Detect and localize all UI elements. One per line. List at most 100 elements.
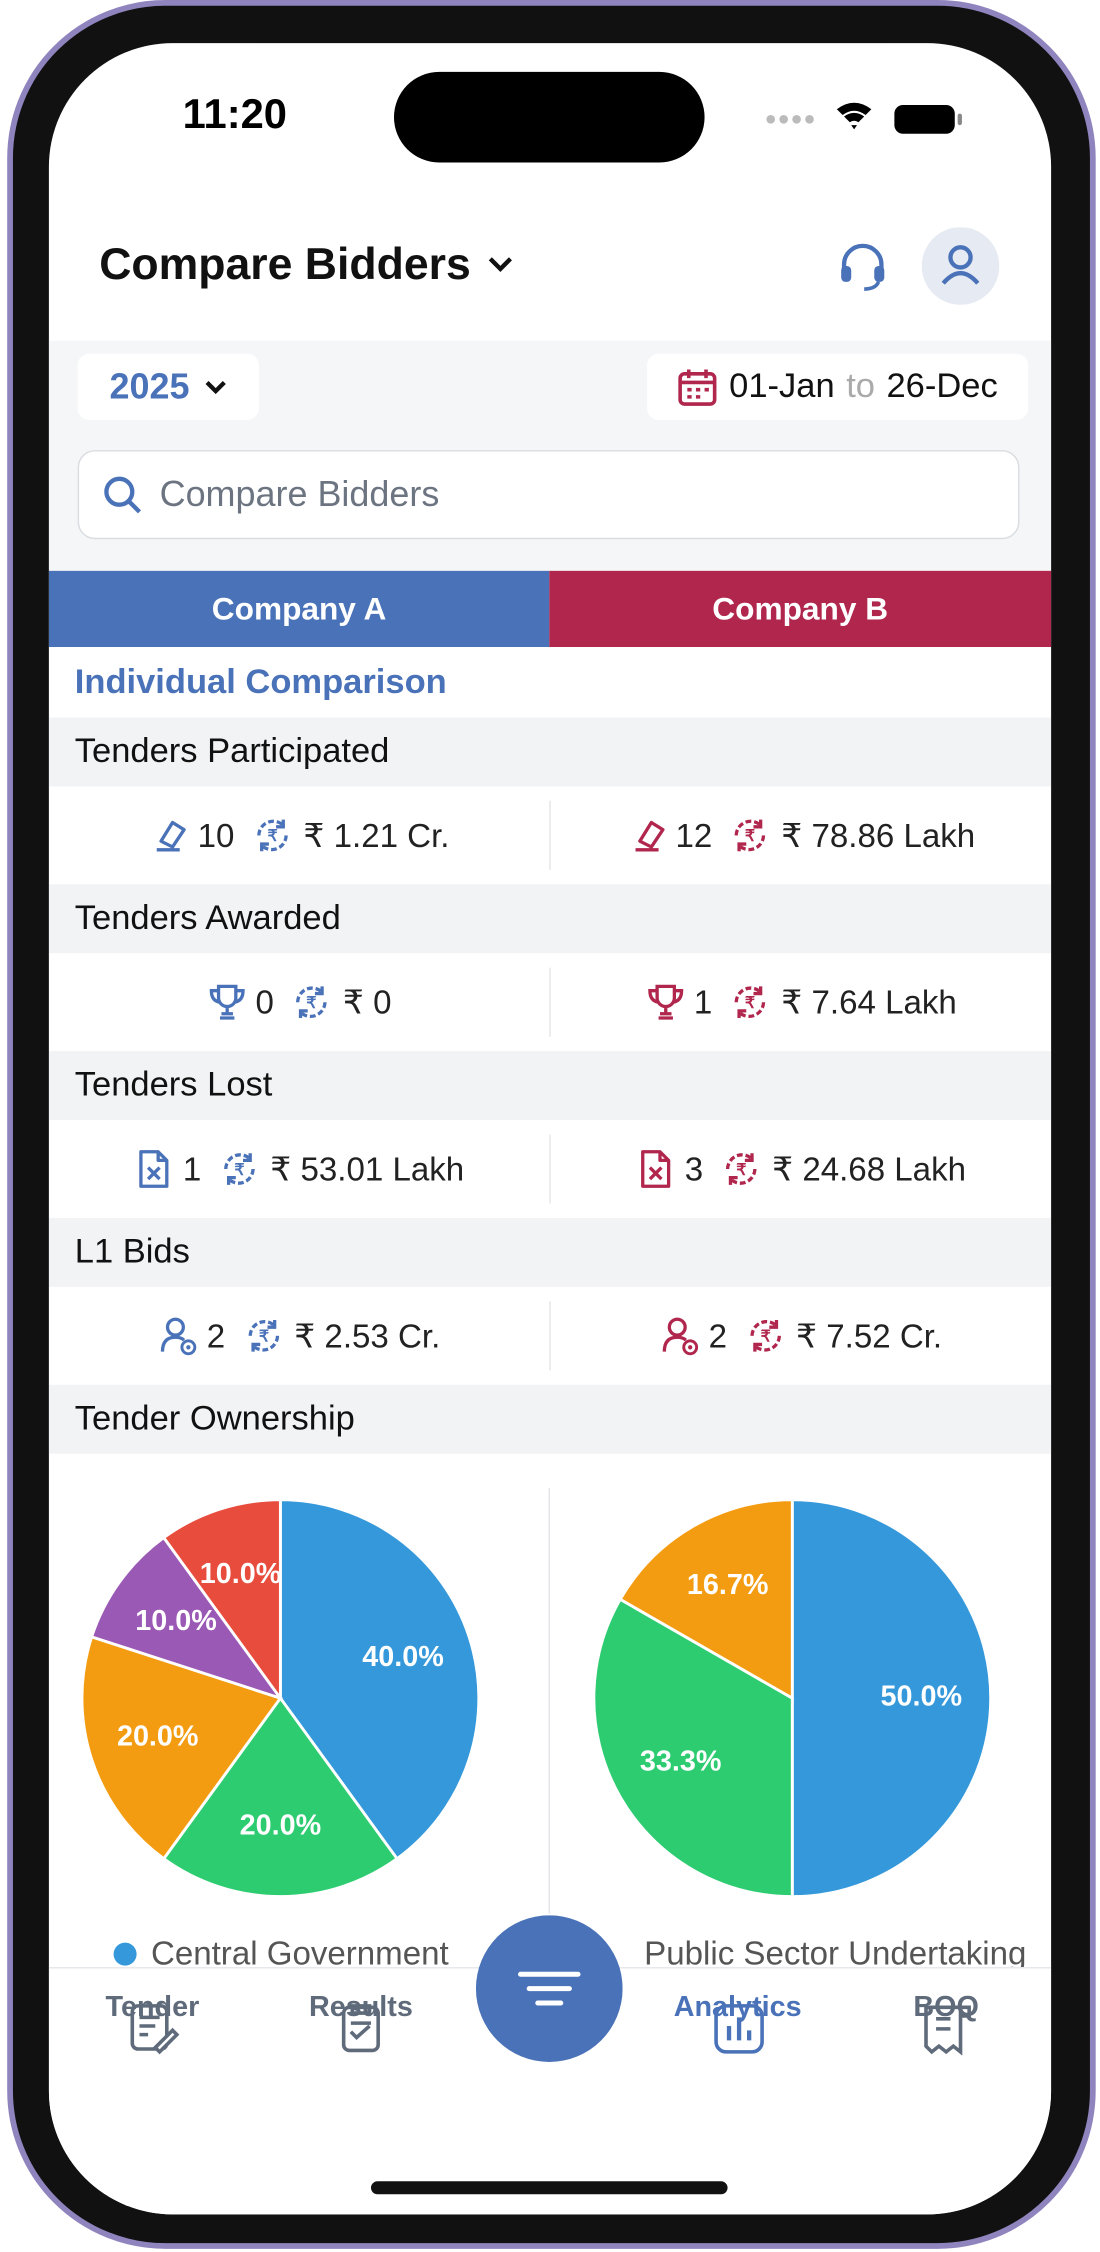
amount: ₹ 7.64 Lakh <box>781 982 957 1021</box>
amount: ₹ 2.53 Cr. <box>294 1316 441 1354</box>
amount-icon: ₹ <box>247 1319 279 1352</box>
metric-label: L1 Bids <box>48 1217 1052 1287</box>
status-icons <box>766 102 962 134</box>
nav-label[interactable]: Results <box>308 1991 413 2024</box>
date-to: 26-Dec <box>886 366 998 406</box>
divider <box>549 800 551 870</box>
tab-company-a[interactable]: Company A <box>48 570 550 648</box>
nav-icon-results <box>341 2004 380 2053</box>
ownership-charts: 40.0% 20.0% 20.0% 10.0% 10.0% 50.0% 33.3% 16.7%… <box>80 1488 1026 1972</box>
ownership-label: Tender Ownership <box>48 1384 1052 1454</box>
metric-icon <box>662 1317 698 1356</box>
metric-row: 0 ₹ ₹ 0 1 ₹ ₹ 7.64 Lakh <box>48 953 1052 1052</box>
count: 2 <box>708 1316 728 1354</box>
slice-label: 20.0% <box>117 1721 199 1753</box>
support-icon[interactable] <box>837 240 889 292</box>
legend-label: Public Sector Undertaking <box>644 1935 1026 1972</box>
legend-dot <box>113 1942 137 1966</box>
slice-label: 16.7% <box>687 1569 769 1601</box>
svg-text:₹: ₹ <box>234 1162 244 1179</box>
metric-icon <box>139 1150 169 1188</box>
amount-icon: ₹ <box>735 819 766 852</box>
metric-label: Tenders Participated <box>48 717 1052 787</box>
metric-icon <box>209 984 245 1020</box>
metric-label: Tenders Awarded <box>48 884 1052 954</box>
date-sep: to <box>846 366 875 406</box>
metric-cell: 2 ₹ ₹ 2.53 Cr. <box>49 1287 549 1385</box>
pie-slice <box>618 1498 794 1701</box>
count: 10 <box>197 816 235 854</box>
count: 0 <box>255 982 274 1021</box>
metric-icon <box>641 1150 671 1188</box>
nav-icon-tender <box>130 2004 180 2055</box>
metric-label: Tenders Lost <box>48 1051 1052 1121</box>
pie-slice <box>161 1498 282 1703</box>
filter-fab[interactable] <box>475 1915 623 2062</box>
metric-icon <box>647 984 683 1020</box>
amount: ₹ 78.86 Lakh <box>781 816 976 854</box>
amount: ₹ 1.21 Cr. <box>303 816 450 854</box>
count: 12 <box>675 816 713 854</box>
search-placeholder: Compare Bidders <box>159 473 440 515</box>
svg-text:₹: ₹ <box>258 1329 268 1346</box>
metric-cell: 3 ₹ ₹ 24.68 Lakh <box>551 1120 1051 1218</box>
date-from: 01-Jan <box>729 366 835 406</box>
year-select[interactable]: 2025 <box>77 353 259 420</box>
chevron <box>489 257 513 272</box>
page-title[interactable]: Compare Bidders <box>99 239 514 291</box>
slice-label: 10.0% <box>200 1558 282 1590</box>
divider <box>549 1134 551 1204</box>
nav-icon-analytics <box>714 2004 764 2054</box>
search-icon <box>104 476 142 514</box>
calendar-icon <box>678 369 717 406</box>
tab-company-b[interactable]: Company B <box>549 570 1052 648</box>
metric-row: 2 ₹ ₹ 2.53 Cr. 2 ₹ ₹ 7.52 Cr. <box>48 1286 1052 1385</box>
nav-label[interactable]: Analytics <box>673 1991 802 2024</box>
pie-slice <box>592 1597 794 1899</box>
amount-icon: ₹ <box>224 1153 255 1185</box>
pie-slice <box>80 1635 283 1861</box>
slice-label: 20.0% <box>240 1810 322 1842</box>
nav-label[interactable]: BOQ <box>913 1991 979 2024</box>
dynamic-island <box>393 71 705 163</box>
metric-icon <box>157 820 187 852</box>
nav-label[interactable]: Tender <box>105 1991 200 2024</box>
amount: ₹ 24.68 Lakh <box>772 1149 967 1187</box>
title-text: Compare Bidders <box>99 238 471 290</box>
slice-label: 33.3% <box>640 1745 722 1777</box>
divider <box>549 967 551 1037</box>
pie-slice <box>161 1695 400 1899</box>
metric-cell: 1 ₹ ₹ 7.64 Lakh <box>551 953 1051 1051</box>
amount-icon: ₹ <box>735 986 766 1019</box>
amount-icon: ₹ <box>725 1153 757 1185</box>
pie-slice <box>790 1498 993 1899</box>
metric-cell: 2 ₹ ₹ 7.52 Cr. <box>551 1287 1051 1385</box>
pie-slice <box>89 1535 285 1701</box>
status-time: 11:20 <box>182 92 287 139</box>
svg-text:₹: ₹ <box>267 828 277 845</box>
screen: 11:20 Compare Bidders 2025 01-Jan to 26-De… <box>48 43 1052 2215</box>
count: 1 <box>182 1149 202 1187</box>
date-range[interactable]: 01-Jan to 26-Dec <box>647 353 1029 420</box>
count: 1 <box>693 982 713 1021</box>
metric-row: 10 ₹ ₹ 1.21 Cr. 12 ₹ ₹ 78.86 Lakh <box>48 786 1052 885</box>
divider <box>549 1301 551 1371</box>
amount-icon: ₹ <box>257 819 288 852</box>
amount-icon: ₹ <box>749 1319 781 1352</box>
metric-row: 1 ₹ ₹ 53.01 Lakh 3 ₹ ₹ 24.68 Lakh <box>48 1120 1052 1218</box>
year: 2025 <box>109 365 190 407</box>
amount: ₹ 53.01 Lakh <box>270 1149 465 1187</box>
legend-label: Central Government <box>151 1935 449 1972</box>
section-title: Individual Comparison <box>48 647 1052 718</box>
metric-icon <box>635 820 665 852</box>
home-indicator <box>370 2181 728 2195</box>
metric-cell: 1 ₹ ₹ 53.01 Lakh <box>49 1120 549 1218</box>
amount: ₹ 7.52 Cr. <box>796 1316 943 1354</box>
metric-icon <box>160 1317 197 1356</box>
search-box[interactable]: Compare Bidders <box>77 450 1020 540</box>
metric-cell: 0 ₹ ₹ 0 <box>49 953 549 1051</box>
svg-text:₹: ₹ <box>745 995 755 1012</box>
profile-avatar[interactable] <box>921 227 1000 305</box>
